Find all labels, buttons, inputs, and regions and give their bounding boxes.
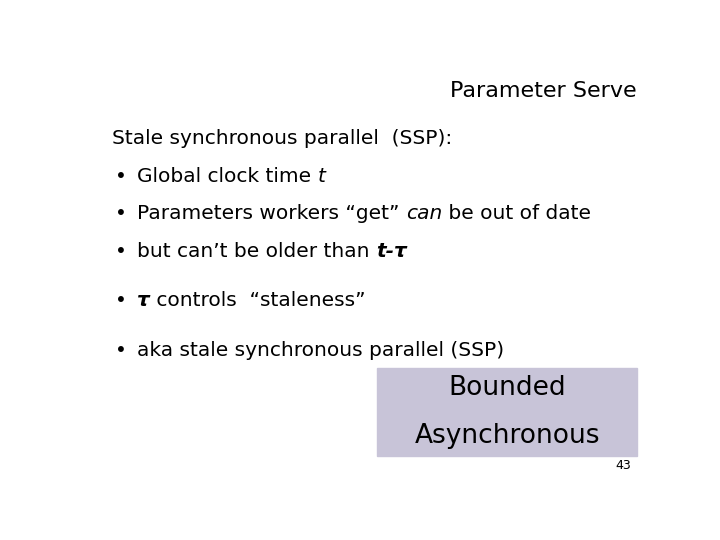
Text: t: t — [318, 167, 326, 186]
Text: τ: τ — [138, 292, 150, 310]
Text: Parameter Serve: Parameter Serve — [450, 82, 637, 102]
Text: •: • — [115, 167, 127, 186]
FancyBboxPatch shape — [377, 368, 637, 456]
Text: Stale synchronous parallel  (SSP):: Stale synchronous parallel (SSP): — [112, 129, 453, 149]
Text: •: • — [115, 204, 127, 223]
Text: 43: 43 — [616, 460, 631, 472]
Text: can: can — [406, 204, 442, 223]
Text: Global clock time: Global clock time — [138, 167, 318, 186]
Text: •: • — [115, 292, 127, 310]
Text: be out of date: be out of date — [442, 204, 591, 223]
Text: Asynchronous: Asynchronous — [414, 423, 600, 449]
Text: t-τ: t-τ — [377, 241, 408, 260]
Text: Parameters workers “get”: Parameters workers “get” — [138, 204, 406, 223]
Text: •: • — [115, 241, 127, 260]
Text: but can’t be older than: but can’t be older than — [138, 241, 377, 260]
Text: •: • — [115, 341, 127, 360]
Text: Bounded: Bounded — [449, 375, 566, 401]
Text: aka stale synchronous parallel (SSP): aka stale synchronous parallel (SSP) — [138, 341, 505, 360]
Text: controls  “staleness”: controls “staleness” — [150, 292, 366, 310]
